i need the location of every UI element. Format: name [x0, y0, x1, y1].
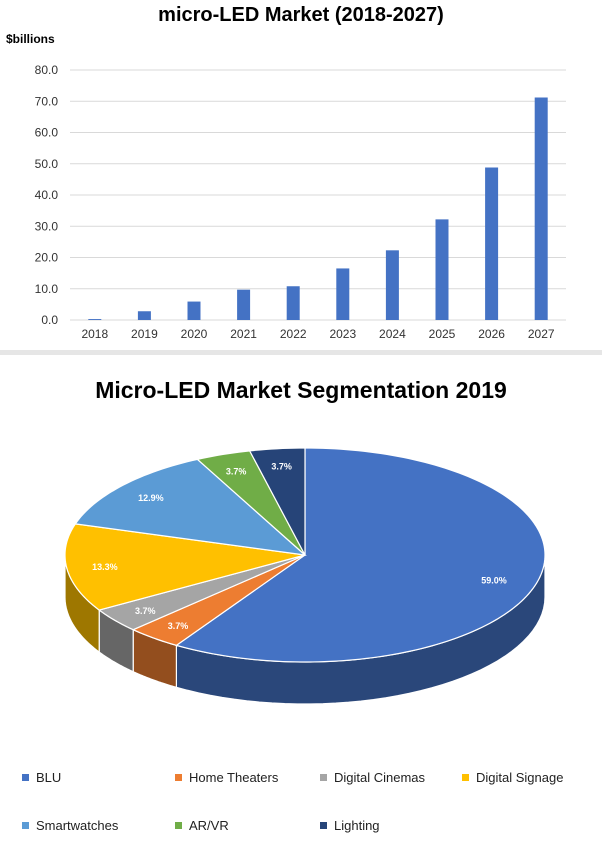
pie-data-label: 12.9% [138, 493, 164, 503]
pie-data-label: 3.7% [226, 467, 247, 477]
y-tick-label: 20.0 [35, 251, 59, 265]
bar-2026 [485, 167, 499, 320]
pie-slice-digital-signage [64, 523, 306, 611]
panel-divider [0, 350, 602, 355]
y-tick-label: 10.0 [35, 282, 59, 296]
pie-slice-blu [175, 447, 546, 663]
pie-data-label: 13.3% [92, 562, 118, 572]
x-tick-label: 2020 [181, 327, 208, 341]
x-tick-label: 2025 [429, 327, 456, 341]
pie-data-label: 59.0% [481, 576, 507, 586]
x-tick-label: 2022 [280, 327, 307, 341]
bar-2018 [88, 319, 102, 320]
pie-slice-digital-cinemas [97, 554, 306, 631]
x-tick-label: 2018 [81, 327, 108, 341]
x-tick-label: 2024 [379, 327, 406, 341]
pie-slice-lighting [248, 447, 306, 556]
pie-slice-home-theaters [131, 554, 306, 646]
pie-data-label: 3.7% [168, 621, 189, 631]
y-tick-label: 50.0 [35, 157, 59, 171]
x-tick-label: 2023 [329, 327, 356, 341]
bar-2021 [237, 289, 251, 320]
y-tick-label: 40.0 [35, 188, 59, 202]
pie-chart-panel: Micro-LED Market Segmentation 2019 59.0%… [0, 355, 602, 853]
bar-chart-y-axis-label: $billions [6, 32, 55, 46]
pie-chart: 59.0% 3.7% 3.7% 13.3% 12.9% 3.7% 3.7% [64, 447, 546, 705]
y-tick-label: 70.0 [35, 94, 59, 108]
x-tick-label: 2026 [478, 327, 505, 341]
x-tick-label: 2019 [131, 327, 158, 341]
bar-2022 [286, 286, 300, 320]
bar-2019 [137, 311, 151, 320]
y-tick-label: 60.0 [35, 126, 59, 140]
pie-data-label: 3.7% [135, 606, 156, 616]
bar-2023 [336, 268, 350, 320]
y-tick-label: 30.0 [35, 219, 59, 233]
bar-2024 [385, 250, 399, 320]
x-tick-label: 2027 [528, 327, 555, 341]
y-tick-label: 80.0 [35, 63, 59, 77]
bar-2025 [435, 219, 449, 320]
bar-chart-title: micro-LED Market (2018-2027) [158, 4, 444, 26]
pie-top-faces [64, 447, 546, 663]
bar-2020 [187, 301, 201, 320]
x-tick-label: 2021 [230, 327, 257, 341]
pie-slice-smartwatches [74, 458, 307, 556]
bar-chart-panel: micro-LED Market (2018-2027) $billions 0… [0, 0, 602, 350]
pie-data-label: 3.7% [271, 462, 292, 472]
pie-chart-title: Micro-LED Market Segmentation 2019 [95, 377, 507, 403]
y-tick-label: 0.0 [41, 313, 58, 327]
bar-chart: 0.0 10.0 20.0 30.0 40.0 50.0 60.0 70.0 80.0 2018 2… [35, 63, 566, 341]
bar-2027 [534, 97, 548, 320]
pie-slice-ar-vr [196, 450, 306, 556]
